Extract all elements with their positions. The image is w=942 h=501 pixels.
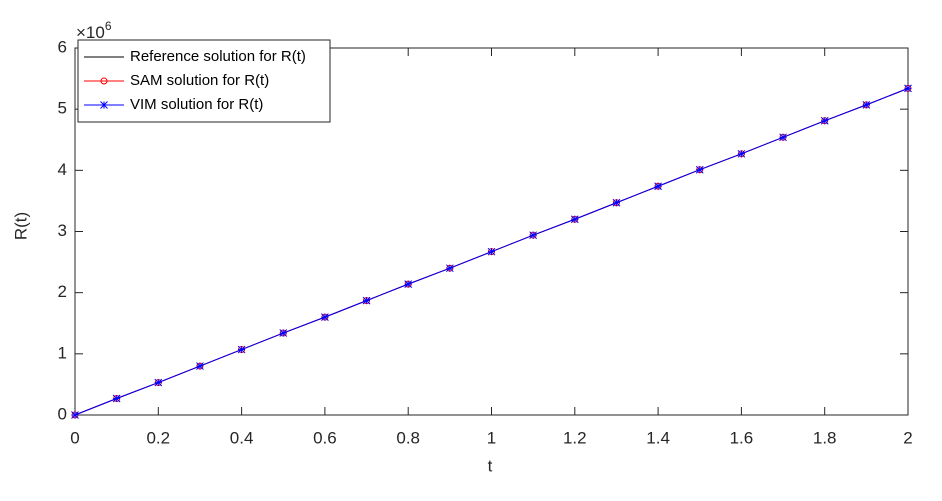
marker: [445, 264, 454, 273]
marker-stroke: [862, 101, 871, 109]
legend-label: SAM solution for R(t): [130, 72, 269, 89]
marker-stroke: [820, 116, 829, 125]
marker: [100, 77, 108, 85]
marker: [321, 313, 329, 321]
y-tick-label: 1: [58, 343, 67, 362]
y-multiplier-base: ×10: [76, 23, 105, 42]
marker-stroke: [321, 313, 329, 321]
y-tick-label: 0: [58, 404, 67, 423]
marker-stroke: [154, 378, 163, 387]
marker: [154, 378, 163, 387]
marker: [654, 182, 662, 191]
x-tick-label: 1: [487, 428, 496, 447]
legend-label: Reference solution for R(t): [130, 48, 306, 65]
marker-stroke: [196, 362, 204, 370]
y-tick-label: 2: [58, 282, 67, 301]
marker-stroke: [71, 411, 79, 419]
x-tick-label: 0: [70, 428, 79, 447]
x-tick-label: 1.6: [730, 428, 754, 447]
marker: [570, 215, 579, 224]
marker: [529, 231, 538, 240]
y-tick-label: 6: [58, 37, 67, 56]
x-tick-label: 0.6: [313, 428, 337, 447]
marker-stroke: [487, 247, 496, 256]
x-tick-label: 1.4: [646, 428, 670, 447]
marker: [237, 345, 246, 354]
marker: [695, 165, 704, 174]
marker: [279, 329, 288, 337]
x-tick-label: 1.8: [813, 428, 837, 447]
marker: [737, 149, 746, 158]
marker-stroke: [112, 394, 121, 403]
marker-stroke: [445, 264, 454, 273]
legend-label: VIM solution for R(t): [130, 96, 263, 113]
marker: [112, 394, 121, 403]
x-tick-label: 1.2: [563, 428, 587, 447]
marker: [779, 133, 787, 142]
marker: [612, 198, 621, 207]
marker: [487, 247, 496, 256]
y-axis-label: R(t): [11, 212, 30, 240]
marker: [196, 362, 204, 370]
marker-stroke: [237, 345, 246, 354]
marker-stroke: [529, 231, 538, 240]
marker: [904, 84, 912, 93]
marker-stroke: [612, 198, 621, 207]
marker: [404, 280, 413, 288]
y-multiplier-exponent: 6: [105, 19, 112, 33]
marker-stroke: [404, 280, 413, 288]
marker-stroke: [570, 215, 579, 224]
x-axis-label: t: [488, 456, 493, 475]
x-tick-label: 0.2: [146, 428, 170, 447]
marker: [71, 411, 79, 419]
x-tick-label: 2: [903, 428, 912, 447]
marker-stroke: [362, 296, 371, 305]
marker-stroke: [279, 329, 288, 337]
marker: [820, 116, 829, 125]
y-tick-label: 3: [58, 221, 67, 240]
marker-stroke: [737, 149, 746, 158]
x-tick-label: 0.8: [396, 428, 420, 447]
marker-stroke: [779, 133, 787, 142]
marker: [100, 101, 108, 109]
marker-stroke: [100, 101, 108, 109]
marker-stroke: [904, 84, 912, 93]
y-tick-label: 4: [58, 160, 67, 179]
y-multiplier: ×106: [76, 19, 112, 42]
legend: Reference solution for R(t) SAM solution …: [77, 39, 331, 123]
marker: [362, 296, 371, 305]
marker: [862, 101, 871, 109]
y-tick-label: 5: [58, 99, 67, 118]
marker-stroke: [695, 165, 704, 174]
x-tick-label: 0.4: [230, 428, 254, 447]
marker-stroke: [654, 182, 662, 191]
